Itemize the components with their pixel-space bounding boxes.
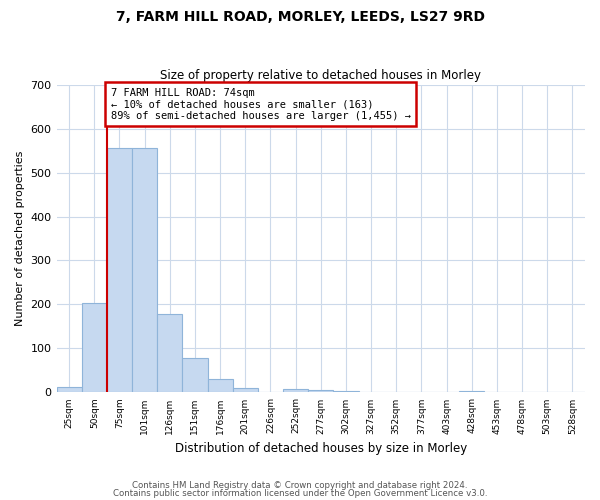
Bar <box>208 379 233 392</box>
Y-axis label: Number of detached properties: Number of detached properties <box>15 151 25 326</box>
Text: 7, FARM HILL ROAD, MORLEY, LEEDS, LS27 9RD: 7, FARM HILL ROAD, MORLEY, LEEDS, LS27 9… <box>115 10 485 24</box>
Bar <box>334 391 359 392</box>
Bar <box>82 303 107 392</box>
Bar <box>157 314 182 392</box>
Bar <box>283 389 308 392</box>
Bar <box>182 358 208 392</box>
Bar <box>132 148 157 392</box>
Bar <box>107 148 132 392</box>
Text: 7 FARM HILL ROAD: 74sqm
← 10% of detached houses are smaller (163)
89% of semi-d: 7 FARM HILL ROAD: 74sqm ← 10% of detache… <box>110 88 410 121</box>
Bar <box>459 391 484 392</box>
Text: Contains public sector information licensed under the Open Government Licence v3: Contains public sector information licen… <box>113 488 487 498</box>
Bar <box>308 390 334 392</box>
Title: Size of property relative to detached houses in Morley: Size of property relative to detached ho… <box>160 69 481 82</box>
Bar <box>56 387 82 392</box>
Bar <box>233 388 258 392</box>
X-axis label: Distribution of detached houses by size in Morley: Distribution of detached houses by size … <box>175 442 467 455</box>
Text: Contains HM Land Registry data © Crown copyright and database right 2024.: Contains HM Land Registry data © Crown c… <box>132 481 468 490</box>
